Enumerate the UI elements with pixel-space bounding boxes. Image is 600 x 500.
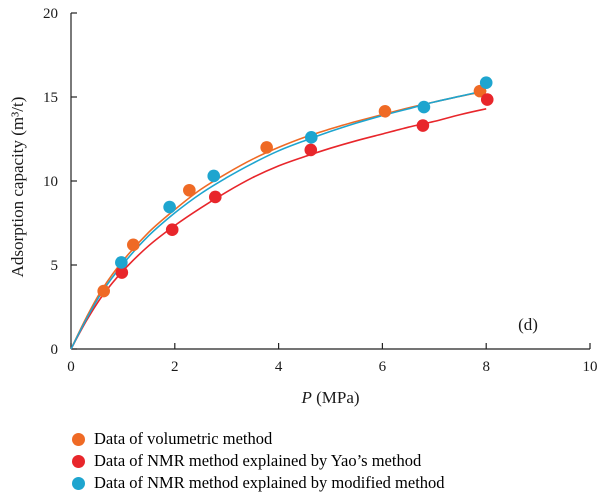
chart-axes [70,12,591,350]
point-modified [207,169,221,183]
x-axis-title-unit: (MPa) [312,388,360,407]
point-yao [480,93,494,106]
legend: Data of volumetric method Data of NMR met… [72,428,445,494]
point-modified [479,76,493,90]
point-modified [304,131,318,144]
point-yao [416,119,430,132]
point-yao [165,223,179,237]
x-tick-label: 8 [482,359,490,375]
y-axis-title: Adsorption capacity (m³/t) [8,97,27,278]
chart-svg: 0 2 4 6 8 10 0 5 10 15 20 P (MPa) Adsorption capacit… [8,6,598,407]
legend-label: Data of NMR method explained by modified… [94,473,445,492]
x-tick-label: 10 [583,359,598,375]
legend-item-modified: Data of NMR method explained by modified… [72,472,445,494]
point-yao [208,190,222,204]
x-axis-title: P (MPa) [300,388,359,407]
point-modified [115,256,128,269]
panel-label: (d) [518,315,538,334]
legend-marker [72,476,85,490]
data-points [97,76,494,298]
point-volumetric [126,238,140,252]
x-tick-label: 0 [67,359,75,375]
legend-marker [72,454,85,468]
point-yao [115,266,129,279]
point-volumetric [378,104,392,118]
point-volumetric [97,284,110,298]
y-tick-label: 0 [51,342,59,358]
legend-item-yao: Data of NMR method explained by Yao’s me… [72,450,445,472]
point-yao [304,143,318,157]
legend-item-volumetric: Data of volumetric method [72,428,445,450]
y-tick-label: 10 [43,174,58,190]
legend-label: Data of volumetric method [94,429,273,448]
y-tick-label: 20 [43,6,58,22]
point-volumetric [260,141,273,154]
y-tick-label: 5 [51,258,59,274]
point-modified [417,100,431,114]
y-tick-label: 15 [43,90,58,106]
fit-curve-yao [70,108,487,350]
x-axis-title-variable: P [300,388,311,407]
point-modified [163,200,176,214]
x-tick-label: 6 [379,359,387,375]
x-tick-label: 4 [275,359,283,375]
x-tick-label: 2 [171,359,179,375]
point-volumetric [183,183,196,197]
chart-labels: 0 2 4 6 8 10 0 5 10 15 20 P (MPa) Adsorption capacit… [8,6,598,407]
legend-marker [72,432,85,446]
legend-label: Data of NMR method explained by Yao’s me… [94,451,422,470]
